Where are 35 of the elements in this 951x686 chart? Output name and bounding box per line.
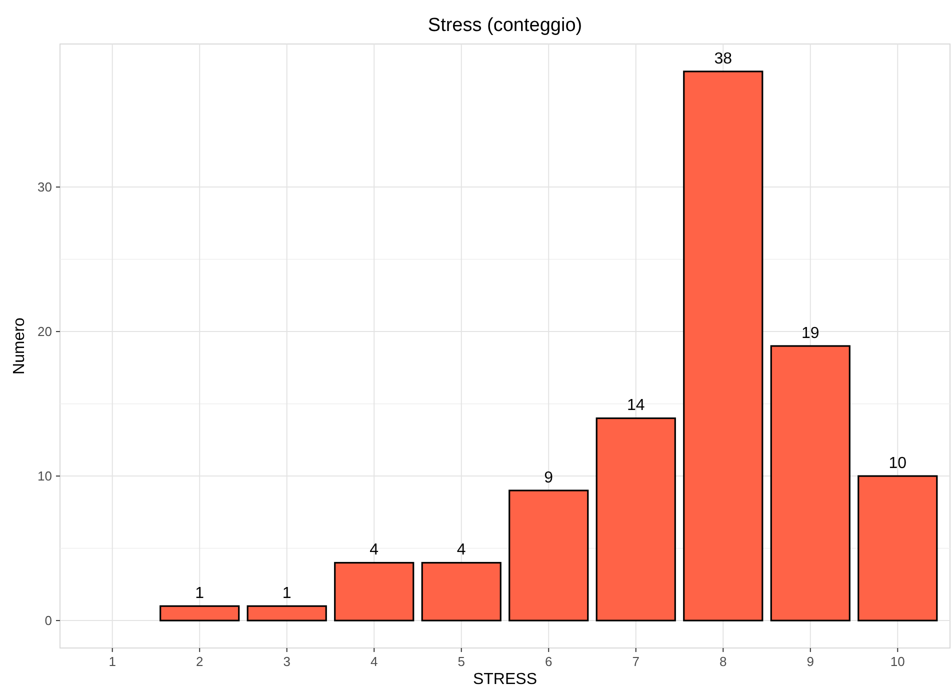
x-tick-label: 1 — [108, 654, 116, 669]
bar — [596, 417, 676, 622]
data-label: 4 — [370, 542, 379, 559]
data-label: 19 — [801, 325, 820, 342]
data-label: 10 — [888, 455, 907, 472]
data-label: 9 — [544, 470, 554, 486]
data-label: 4 — [456, 542, 466, 559]
x-tick-label: 8 — [720, 654, 727, 669]
x-tick-label: 3 — [283, 654, 290, 669]
x-axis-title: STRESS — [472, 671, 538, 686]
y-tick-label: 10 — [38, 468, 52, 484]
y-tick-label: 0 — [44, 613, 52, 628]
bar — [508, 490, 589, 622]
bar — [683, 70, 764, 622]
bar — [160, 605, 240, 622]
x-tick-label: 10 — [890, 654, 905, 669]
bar — [770, 345, 850, 622]
x-tick-label: 5 — [458, 654, 465, 669]
bar — [421, 562, 502, 622]
chart-title: Stress (conteggio) — [428, 15, 582, 36]
x-tick-label: 9 — [806, 654, 814, 669]
x-tick-label: 6 — [545, 654, 552, 669]
x-tick-label: 7 — [632, 654, 640, 669]
bar — [246, 605, 327, 622]
bar — [334, 562, 414, 622]
y-axis-title: Numero — [11, 317, 28, 374]
bar — [858, 475, 938, 622]
y-tick-label: 30 — [38, 180, 52, 195]
x-tick-label: 2 — [196, 654, 204, 669]
data-label: 38 — [714, 50, 732, 68]
x-tick-label: 4 — [370, 654, 378, 669]
data-label: 1 — [282, 585, 292, 602]
data-label: 14 — [626, 397, 645, 414]
data-label: 1 — [195, 585, 204, 602]
y-tick-label: 20 — [38, 324, 52, 340]
